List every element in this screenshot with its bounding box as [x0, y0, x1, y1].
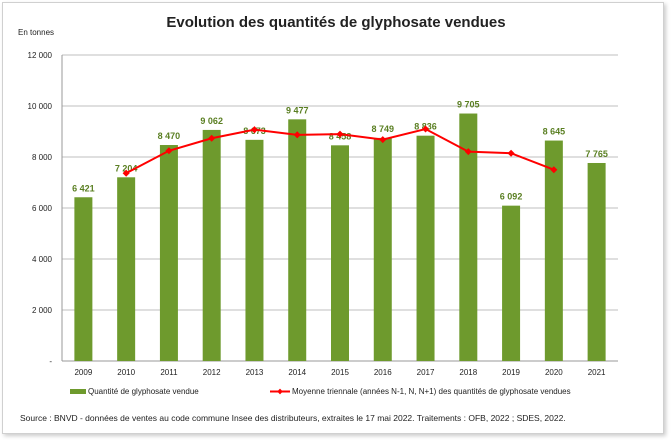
moving-average-point	[122, 169, 130, 177]
bar-value-label: 8 749	[372, 124, 395, 134]
bar-2017	[416, 135, 435, 361]
x-tick-label: 2018	[459, 368, 477, 377]
legend-line-marker	[277, 388, 283, 395]
y-axis-unit: En tonnes	[18, 28, 55, 37]
moving-average-point	[336, 130, 344, 138]
y-tick-label: 4 000	[32, 255, 53, 264]
legend-bar-label: Quantité de glyphosate vendue	[88, 387, 199, 396]
x-tick-label: 2014	[288, 368, 306, 377]
bar-value-label: 6 092	[500, 192, 523, 202]
y-tick-label: 2 000	[32, 306, 53, 315]
bar-value-label: 9 477	[286, 105, 309, 115]
y-tick-label: 10 000	[28, 102, 53, 111]
x-tick-label: 2009	[74, 368, 92, 377]
moving-average-point	[379, 136, 387, 144]
x-tick-label: 2017	[417, 368, 435, 377]
x-tick-label: 2019	[502, 368, 520, 377]
source-note: Source : BNVD - données de ventes au cod…	[20, 413, 566, 423]
bar-2014	[288, 119, 307, 361]
x-tick-label: 2013	[246, 368, 264, 377]
chart-frame	[2, 2, 664, 434]
moving-average-point	[208, 134, 216, 142]
bar-value-label: 6 421	[72, 183, 95, 193]
bar-2011	[159, 145, 178, 361]
bar-2012	[202, 129, 221, 361]
bar-2016	[373, 137, 392, 361]
y-tick-label: 12 000	[28, 51, 53, 60]
x-tick-label: 2020	[545, 368, 563, 377]
x-tick-label: 2016	[374, 368, 392, 377]
bar-2020	[544, 140, 563, 361]
bar-2009	[74, 197, 93, 361]
moving-average-point	[293, 131, 301, 139]
y-tick-label: -	[49, 357, 52, 366]
x-tick-label: 2012	[203, 368, 221, 377]
x-tick-label: 2015	[331, 368, 349, 377]
x-tick-label: 2010	[117, 368, 135, 377]
bar-value-label: 9 062	[200, 116, 223, 126]
y-tick-label: 6 000	[32, 204, 53, 213]
bar-2019	[502, 205, 521, 361]
legend-line-label: Moyenne triennale (années N-1, N, N+1) d…	[292, 387, 571, 396]
bar-value-label: 7 765	[585, 149, 608, 159]
bar-value-label: 7 204	[115, 163, 138, 173]
bar-2018	[459, 113, 478, 362]
moving-average-point	[165, 147, 173, 155]
moving-average-point	[422, 125, 430, 133]
moving-average-point	[507, 149, 515, 157]
x-tick-label: 2021	[588, 368, 606, 377]
bar-2010	[117, 177, 136, 361]
moving-average-point	[464, 148, 472, 156]
y-tick-label: 8 000	[32, 153, 53, 162]
bar-2013	[245, 139, 264, 361]
x-tick-label: 2011	[160, 368, 178, 377]
bar-value-label: 9 705	[457, 100, 480, 110]
bar-value-label: 8 645	[543, 127, 566, 137]
legend-bar-swatch	[70, 389, 86, 394]
bar-2015	[331, 145, 349, 361]
chart-title: Evolution des quantités de glyphosate ve…	[166, 14, 506, 31]
bar-value-label: 8 470	[158, 131, 181, 141]
moving-average-point	[550, 166, 558, 174]
bar-2021	[587, 162, 606, 361]
